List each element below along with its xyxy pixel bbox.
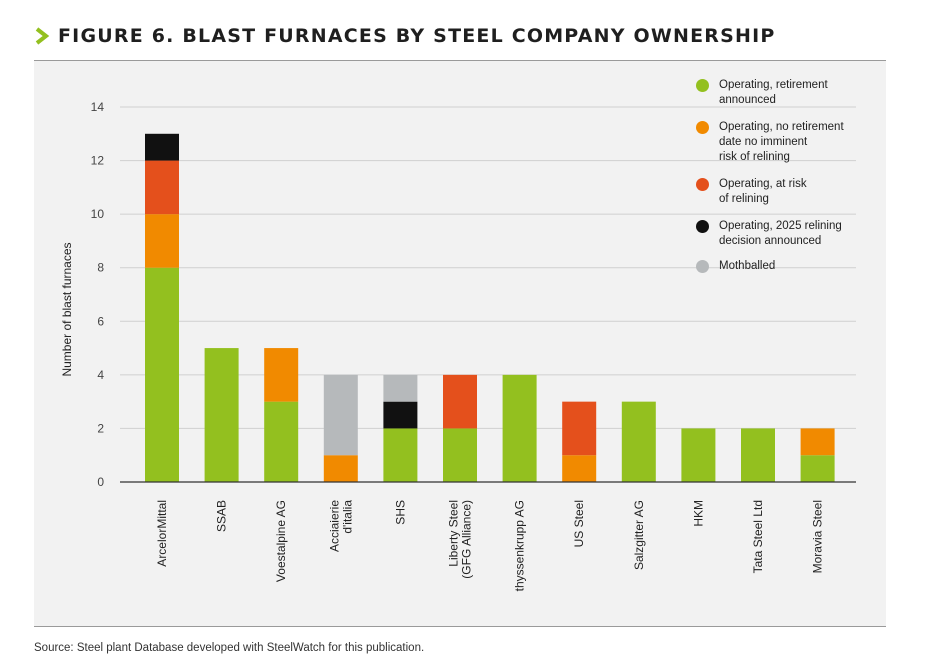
legend-label: Mothballed — [719, 260, 776, 272]
svg-text:Voestalpine AG: Voestalpine AG — [274, 500, 288, 582]
bar-segment — [443, 428, 477, 482]
bar-segment — [800, 455, 835, 482]
x-tick-label: SHS — [393, 500, 407, 525]
x-tick-label: SSAB — [215, 500, 229, 532]
legend-item: Operating, retirement announced — [696, 78, 828, 108]
legend-item: Operating, no retirement date no imminen… — [696, 120, 844, 165]
legend-label: Operating, at risk of relining — [719, 178, 807, 205]
panel-top-rule — [34, 60, 886, 61]
bar-segment — [800, 428, 835, 456]
bar-segment — [383, 401, 418, 429]
y-tick-label: 14 — [91, 100, 105, 114]
chevron-right-icon — [35, 27, 50, 45]
svg-text:ArcelorMittal: ArcelorMittal — [155, 500, 169, 567]
x-tick-label: Voestalpine AG — [274, 500, 288, 582]
bar-segment — [502, 374, 537, 482]
x-tick-label: thyssenkrupp AG — [513, 500, 527, 591]
y-tick-label: 2 — [97, 421, 104, 435]
svg-text:Salzgitter AG: Salzgitter AG — [632, 500, 646, 570]
y-tick-label: 12 — [91, 154, 105, 168]
legend-swatch — [696, 79, 709, 92]
svg-text:Liberty Steel(GFG Alliance): Liberty Steel(GFG Alliance) — [447, 500, 474, 579]
legend-swatch — [696, 121, 709, 134]
svg-text:Acciaieried'italia: Acciaieried'italia — [327, 500, 354, 552]
svg-text:US Steel: US Steel — [572, 500, 586, 547]
bar-segment — [443, 374, 477, 429]
x-tick-label: US Steel — [572, 500, 586, 547]
bar-segment — [264, 401, 299, 482]
y-axis-label: Number of blast furnaces — [60, 242, 74, 376]
legend-item: Operating, 2025 relining decision announ… — [696, 219, 842, 249]
y-tick-label: 0 — [97, 475, 104, 489]
figure-title: FIGURE 6. BLAST FURNACES BY STEEL COMPAN… — [58, 25, 776, 47]
legend-label: Operating, 2025 relining decision announ… — [719, 220, 842, 247]
bar-segment — [621, 401, 656, 482]
x-tick-label: Acciaieried'italia — [327, 500, 354, 552]
legend-item: Operating, at risk of relining — [696, 177, 807, 207]
svg-text:Moravia Steel: Moravia Steel — [811, 500, 825, 573]
bar-segment — [145, 267, 179, 482]
source-note: Source: Steel plant Database developed w… — [34, 642, 425, 654]
figure-title-row: FIGURE 6. BLAST FURNACES BY STEEL COMPAN… — [34, 22, 775, 50]
legend-item: Mothballed — [696, 259, 775, 274]
bar-segment — [204, 348, 239, 482]
bar-segment — [323, 455, 358, 482]
bar-segment — [562, 401, 597, 456]
svg-text:thyssenkrupp AG: thyssenkrupp AG — [513, 500, 527, 591]
svg-text:SSAB: SSAB — [215, 500, 229, 532]
panel-bottom-rule — [34, 626, 886, 627]
x-tick-label: Moravia Steel — [811, 500, 825, 573]
bar-segment — [741, 428, 775, 482]
legend-swatch — [696, 260, 709, 273]
y-tick-label: 8 — [97, 261, 104, 275]
bar-segment — [562, 455, 597, 482]
legend-swatch — [696, 220, 709, 233]
bar-segment — [264, 348, 299, 402]
svg-text:SHS: SHS — [393, 500, 407, 525]
bar-segment — [383, 428, 418, 482]
bar-segment — [383, 374, 418, 402]
legend-label: Operating, no retirement date no imminen… — [719, 121, 844, 163]
x-tick-label: Liberty Steel(GFG Alliance) — [447, 500, 474, 579]
bar-segment — [145, 160, 179, 215]
x-tick-label: Salzgitter AG — [632, 500, 646, 570]
bar-segment — [323, 374, 358, 456]
x-tick-label: Tata Steel Ltd — [751, 500, 765, 573]
bar-segment — [681, 428, 716, 482]
y-tick-label: 4 — [97, 368, 104, 382]
x-tick-label: ArcelorMittal — [155, 500, 169, 567]
legend-label: Operating, retirement announced — [719, 79, 828, 106]
svg-text:Tata Steel Ltd: Tata Steel Ltd — [751, 500, 765, 573]
y-tick-label: 10 — [91, 207, 105, 221]
x-tick-label: HKM — [691, 500, 705, 527]
bar-segment — [145, 133, 179, 161]
y-tick-label: 6 — [97, 314, 104, 328]
bar-segment — [145, 214, 179, 268]
legend-swatch — [696, 178, 709, 191]
svg-text:HKM: HKM — [691, 500, 705, 527]
